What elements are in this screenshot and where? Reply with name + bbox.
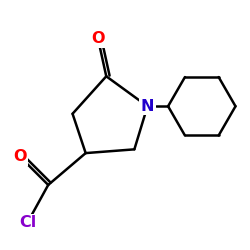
Text: N: N — [141, 99, 154, 114]
Text: Cl: Cl — [19, 215, 36, 230]
Text: O: O — [13, 149, 27, 164]
Text: O: O — [91, 31, 105, 46]
